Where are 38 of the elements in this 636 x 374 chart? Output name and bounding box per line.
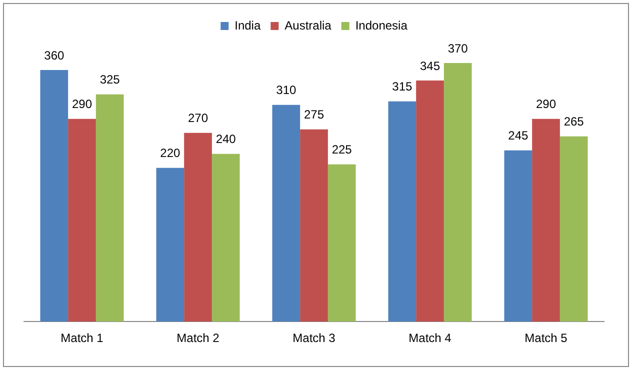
bar <box>328 164 356 322</box>
legend-label: India <box>234 18 261 32</box>
data-label: 315 <box>392 80 412 94</box>
x-tick-label: Match 1 <box>60 331 104 346</box>
bar <box>388 101 416 322</box>
bar <box>560 136 588 322</box>
bar <box>156 168 184 322</box>
data-label: 275 <box>304 108 324 122</box>
data-label: 225 <box>332 142 352 157</box>
bar <box>444 62 472 322</box>
data-label: 220 <box>160 146 180 160</box>
bar <box>504 150 532 322</box>
bar <box>40 70 68 322</box>
data-label: 325 <box>100 72 120 87</box>
bar <box>272 104 300 322</box>
bar <box>68 118 96 322</box>
data-label: 370 <box>448 41 468 56</box>
x-tick-label: Match 4 <box>408 331 452 346</box>
x-tick-label: Match 2 <box>176 331 220 346</box>
bar <box>212 154 240 322</box>
data-label: 265 <box>564 114 584 129</box>
data-label: 270 <box>188 111 208 126</box>
data-label: 345 <box>420 58 440 73</box>
x-tick-label: Match 3 <box>292 331 336 346</box>
bar <box>416 80 444 322</box>
data-label: 240 <box>216 132 236 146</box>
bar <box>96 94 124 322</box>
bar <box>532 118 560 322</box>
bar <box>300 129 328 322</box>
x-tick-label: Match 5 <box>524 331 568 346</box>
legend-label: Indonesia <box>355 18 408 32</box>
data-label: 290 <box>536 97 556 112</box>
data-label: 290 <box>72 97 92 112</box>
data-label: 360 <box>44 48 64 62</box>
legend-label: Australia <box>284 18 332 32</box>
data-label: 310 <box>276 83 296 98</box>
bar <box>184 132 212 322</box>
data-label: 245 <box>508 128 528 143</box>
